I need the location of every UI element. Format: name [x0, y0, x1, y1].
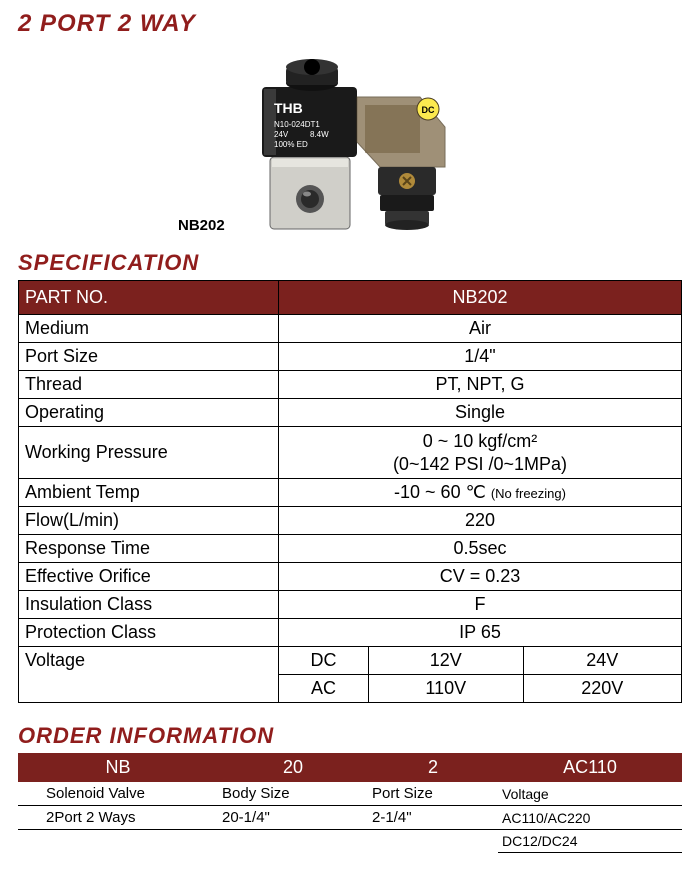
order-r2c2: 20-1/4"	[218, 806, 368, 830]
spec-row-label: Response Time	[19, 535, 279, 563]
product-illustration: THB N10-024DT1 24V 8.4W 100% ED DC	[220, 47, 480, 242]
spec-dc-label: DC	[279, 647, 369, 675]
order-r1c2: Body Size	[218, 782, 368, 806]
spec-heading: SPECIFICATION	[18, 250, 682, 276]
spec-row-label: Insulation Class	[19, 591, 279, 619]
order-head-3: 2	[368, 753, 498, 782]
order-table: NB 20 2 AC110 Solenoid Valve Body Size P…	[18, 753, 682, 853]
order-r2c1: 2Port 2 Ways	[18, 806, 218, 830]
coil-voltage: 24V	[274, 130, 289, 139]
spec-row-value: Air	[279, 315, 682, 343]
ambient-val: -10 ~ 60 ℃	[394, 482, 486, 502]
spec-ambient-label: Ambient Temp	[19, 479, 279, 507]
spec-row-value: IP 65	[279, 619, 682, 647]
spec-dc-v2: 24V	[523, 647, 681, 675]
spec-row-value: PT, NPT, G	[279, 371, 682, 399]
order-r3c1	[18, 830, 218, 853]
spec-ambient-value: -10 ~ 60 ℃ (No freezing)	[279, 479, 682, 507]
order-heading: ORDER INFORMATION	[18, 723, 682, 749]
spec-row-label: Medium	[19, 315, 279, 343]
order-head-1: NB	[18, 753, 218, 782]
page-title: 2 PORT 2 WAY	[18, 10, 682, 38]
order-r3c3	[368, 830, 498, 853]
wp-line1: 0 ~ 10 kgf/cm²	[423, 431, 538, 451]
spec-row-label: Port Size	[19, 343, 279, 371]
ambient-note: (No freezing)	[491, 486, 566, 501]
spec-table: PART NO. NB202 Medium Air Port Size 1/4"…	[18, 280, 682, 703]
order-r3c2	[218, 830, 368, 853]
spec-row-value: CV = 0.23	[279, 563, 682, 591]
spec-row-value: 220	[279, 507, 682, 535]
product-image-area: THB N10-024DT1 24V 8.4W 100% ED DC NB202	[18, 42, 682, 242]
spec-row-label: Protection Class	[19, 619, 279, 647]
spec-row-value: 0.5sec	[279, 535, 682, 563]
spec-row-label: Flow(L/min)	[19, 507, 279, 535]
spec-wp-label: Working Pressure	[19, 427, 279, 479]
product-model-label: NB202	[178, 217, 225, 234]
spec-partno-value: NB202	[279, 281, 682, 315]
order-r1c1: Solenoid Valve	[18, 782, 218, 806]
wp-line2: (0~142 PSI /0~1MPa)	[393, 454, 567, 474]
spec-row-value: Single	[279, 399, 682, 427]
order-r3c4: DC12/DC24	[498, 830, 682, 853]
order-r2c4: AC110/AC220	[498, 806, 682, 830]
coil-brand: THB	[274, 100, 303, 116]
coil-model: N10-024DT1	[274, 120, 320, 129]
spec-row-label: Effective Orifice	[19, 563, 279, 591]
spec-row-value: 1/4"	[279, 343, 682, 371]
spec-ac-v1: 110V	[369, 675, 524, 703]
order-r1c3: Port Size	[368, 782, 498, 806]
spec-dc-v1: 12V	[369, 647, 524, 675]
coil-watt: 8.4W	[310, 130, 329, 139]
spec-row-value: F	[279, 591, 682, 619]
spec-ac-label: AC	[279, 675, 369, 703]
dc-sticker: DC	[422, 105, 435, 115]
order-r2c3: 2-1/4"	[368, 806, 498, 830]
spec-partno-label: PART NO.	[19, 281, 279, 315]
spec-voltage-label: Voltage	[19, 647, 279, 703]
spec-ac-v2: 220V	[523, 675, 681, 703]
order-head-4: AC110	[498, 753, 682, 782]
spec-wp-value: 0 ~ 10 kgf/cm² (0~142 PSI /0~1MPa)	[279, 427, 682, 479]
order-r1c4: Voltage	[498, 782, 682, 806]
order-head-2: 20	[218, 753, 368, 782]
spec-row-label: Thread	[19, 371, 279, 399]
spec-row-label: Operating	[19, 399, 279, 427]
coil-ed: 100% ED	[274, 140, 308, 149]
